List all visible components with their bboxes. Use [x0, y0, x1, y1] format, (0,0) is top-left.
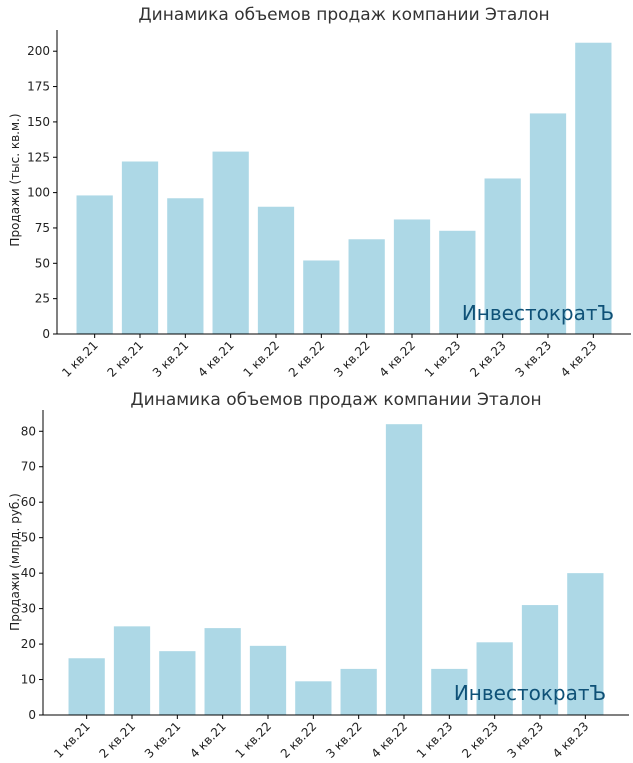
y-tick-label: 10 [21, 673, 36, 687]
y-axis-label: Продажи (млрд. руб.) [8, 493, 22, 631]
bar-4-22 [393, 219, 431, 334]
y-axis-ticks: 0 25 50 75 100 125 150 175 200 [27, 44, 57, 341]
y-tick-label: 70 [21, 460, 36, 474]
bar-1-21 [76, 195, 113, 334]
y-tick-label: 200 [27, 44, 50, 58]
x-tick-label: 3 кв.21 [142, 719, 184, 761]
x-tick-label: 1 кв.22 [233, 719, 275, 761]
x-tick-label: 2 кв.21 [97, 719, 139, 761]
y-tick-label: 100 [27, 186, 50, 200]
bar-3-22 [340, 668, 377, 715]
y-axis-ticks: 0 10 20 30 40 50 60 70 80 [21, 424, 43, 722]
x-tick-label: 3 кв.22 [331, 338, 373, 380]
bar-4-23 [567, 573, 604, 715]
y-tick-label: 60 [21, 495, 36, 509]
bar-2-21 [113, 626, 151, 715]
x-tick-label: 1 кв.22 [241, 338, 283, 380]
y-tick-label: 125 [27, 150, 50, 164]
x-tick-label: 1 кв.21 [51, 719, 93, 761]
bar-1-23 [439, 230, 476, 334]
bar-2-22 [303, 260, 340, 334]
watermark-logo: ИнвестократЪ [454, 681, 606, 705]
x-tick-label: 1 кв.23 [414, 719, 456, 761]
bar-4-21 [212, 151, 249, 334]
bar-group [68, 424, 604, 715]
x-tick-label: 3 кв.22 [323, 719, 365, 761]
y-tick-label: 0 [42, 327, 50, 341]
watermark-logo: ИнвестократЪ [462, 301, 614, 325]
bar-4-23 [575, 42, 612, 334]
bar-2-23 [484, 178, 521, 334]
chart-sales-revenue: Динамика объемов продаж компании Эталон … [8, 390, 629, 761]
y-tick-label: 40 [21, 566, 36, 580]
y-tick-label: 150 [27, 115, 50, 129]
bar-1-23 [431, 668, 468, 715]
y-tick-label: 50 [35, 256, 50, 270]
y-tick-label: 80 [21, 424, 36, 438]
x-tick-label: 4 кв.23 [550, 719, 592, 761]
bar-3-22 [348, 239, 385, 334]
x-tick-label: 2 кв.23 [459, 719, 501, 761]
x-tick-label: 2 кв.23 [467, 338, 509, 380]
x-axis-ticks: 1 кв.21 2 кв.21 3 кв.21 4 кв.21 1 кв.22 2 кв.… [59, 334, 599, 380]
bar-1-22 [257, 206, 295, 334]
y-tick-label: 20 [21, 637, 36, 651]
bar-1-21 [68, 658, 105, 715]
chart-title: Динамика объемов продаж компании Эталон [138, 5, 549, 25]
x-axis-ticks: 1 кв.21 2 кв.21 3 кв.21 4 кв.21 1 кв.22 2 кв.… [51, 715, 591, 761]
x-tick-label: 4 кв.21 [195, 338, 237, 380]
bar-2-22 [295, 681, 332, 715]
bar-2-21 [121, 161, 159, 334]
bar-4-22 [385, 424, 423, 715]
x-tick-label: 4 кв.22 [369, 719, 411, 761]
bar-group [76, 42, 612, 334]
bar-2-23 [476, 642, 513, 715]
y-tick-label: 50 [21, 531, 36, 545]
x-tick-label: 3 кв.23 [505, 719, 547, 761]
x-tick-label: 4 кв.22 [377, 338, 419, 380]
x-tick-label: 3 кв.21 [150, 338, 192, 380]
bar-3-23 [521, 605, 559, 715]
bar-4-21 [204, 628, 241, 715]
x-tick-label: 4 кв.21 [187, 719, 229, 761]
y-tick-label: 25 [35, 292, 50, 306]
y-axis-label: Продажи (тыс. кв.м.) [8, 113, 22, 246]
x-tick-label: 3 кв.23 [513, 338, 555, 380]
x-tick-label: 1 кв.21 [59, 338, 101, 380]
x-tick-label: 1 кв.23 [422, 338, 464, 380]
x-tick-label: 2 кв.22 [286, 338, 328, 380]
y-tick-label: 30 [21, 602, 36, 616]
chart-sales-area: Динамика объемов продаж компании Эталон … [8, 5, 631, 380]
x-tick-label: 2 кв.22 [278, 719, 320, 761]
bar-1-22 [249, 645, 287, 715]
y-tick-label: 75 [35, 221, 50, 235]
bar-3-23 [529, 113, 567, 334]
bar-3-21 [167, 198, 204, 334]
x-tick-label: 2 кв.21 [105, 338, 147, 380]
chart-title: Динамика объемов продаж компании Эталон [130, 390, 541, 410]
y-tick-label: 0 [28, 708, 36, 722]
bar-3-21 [159, 651, 196, 715]
x-tick-label: 4 кв.23 [558, 338, 600, 380]
y-tick-label: 175 [27, 80, 50, 94]
